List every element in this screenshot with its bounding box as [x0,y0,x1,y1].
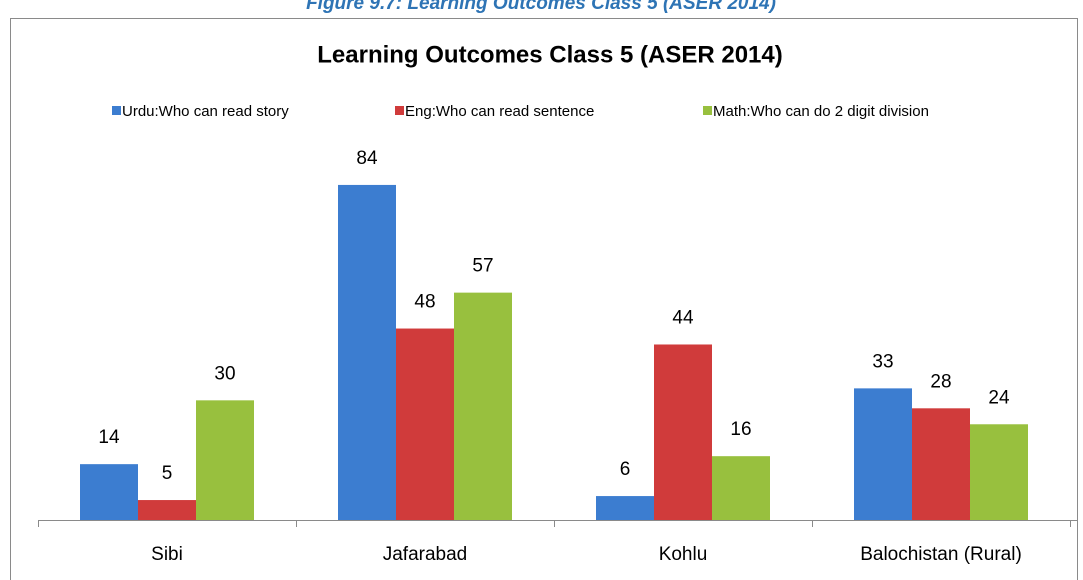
data-label: 48 [414,292,435,313]
data-label: 33 [872,351,893,372]
bar [854,388,912,520]
data-label: 5 [162,463,173,484]
x-tick-label: Balochistan (Rural) [860,544,1022,565]
x-tick-label: Jafarabad [383,544,468,565]
bar [138,500,196,520]
legend-label: Math:Who can do 2 digit division [713,103,929,120]
data-label: 28 [930,371,951,392]
legend-label: Urdu:Who can read story [122,103,289,120]
data-label: 30 [214,363,235,384]
bar [80,464,138,520]
data-label: 14 [98,427,120,448]
bar [912,408,970,520]
figure-caption: Figure 9.7: Learning Outcomes Class 5 (A… [306,0,776,14]
x-tick-label: Kohlu [659,544,708,565]
bar [712,456,770,520]
bar [596,496,654,520]
legend-label: Eng:Who can read sentence [405,103,594,120]
chart-title: Learning Outcomes Class 5 (ASER 2014) [317,41,783,68]
bar [970,424,1028,520]
bar [196,400,254,520]
legend-swatch [703,106,712,115]
legend-swatch [395,106,404,115]
bar [396,328,454,520]
bar [338,184,396,520]
data-label: 84 [356,148,378,169]
data-label: 6 [620,459,631,480]
data-label: 44 [672,308,694,329]
legend-swatch [112,106,121,115]
x-tick-label: Sibi [151,544,183,565]
data-label: 16 [730,419,751,440]
data-label: 24 [988,387,1010,408]
bar [454,292,512,520]
bar [654,344,712,520]
data-label: 57 [472,256,493,277]
chart-border [10,18,1078,580]
